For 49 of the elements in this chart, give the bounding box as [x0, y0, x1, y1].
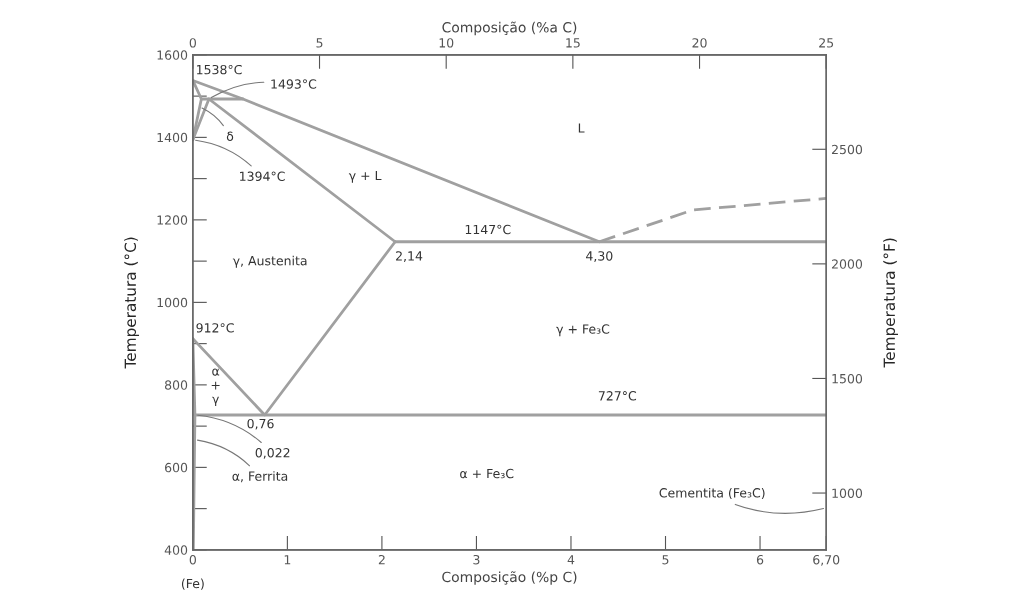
- annotation: α + Fe₃C: [460, 468, 514, 479]
- annotation: 1394°C: [240, 171, 285, 181]
- y-tick-label: 1400: [157, 132, 188, 143]
- x-tick-label: 1: [284, 555, 291, 565]
- annotation: γ, Austenita: [232, 255, 307, 268]
- annotation: 2,14: [396, 251, 423, 262]
- x2-tick-label: 15: [566, 38, 580, 48]
- annotation: 727°C: [598, 391, 637, 401]
- x-tick-label: 6: [756, 554, 764, 565]
- y-tick-label: 400: [164, 545, 188, 555]
- x2-tick-label: 25: [819, 38, 834, 48]
- x-tick-label: 4: [567, 555, 575, 565]
- annotation: α, Ferrita: [232, 471, 288, 483]
- x2-tick-label: 0: [189, 38, 196, 48]
- annotation: 1493°C: [271, 79, 317, 89]
- annotation: γ + Fe₃C: [556, 324, 610, 337]
- y-axis-title: Temperatura (°C): [124, 237, 140, 369]
- y2-tick-label: 1500: [832, 373, 863, 384]
- x2-tick-label: 20: [692, 38, 707, 48]
- x-tick-label: 0: [189, 554, 196, 565]
- y2-tick-label: 2000: [831, 259, 863, 269]
- annotation: γ + L: [348, 170, 382, 183]
- annotation: (Fe): [181, 578, 204, 590]
- annotation: Cementita (Fe₃C): [659, 487, 765, 500]
- x-tick-label: 6,70: [813, 554, 840, 566]
- annotation: 4,30: [586, 251, 613, 262]
- annotation: 1147°C: [465, 224, 511, 235]
- x-tick-label: 3: [473, 554, 480, 565]
- x-tick-label: 5: [662, 555, 669, 565]
- x2-axis-title: Composição (%a C): [442, 21, 577, 36]
- y-tick-label: 1200: [157, 215, 188, 225]
- y-tick-label: 800: [164, 380, 188, 390]
- annotation: 912°C: [196, 323, 234, 333]
- annotation: 1538°C: [197, 64, 242, 75]
- x2-tick-label: 10: [439, 38, 454, 48]
- x-axis-title: Composição (%p C): [442, 571, 577, 585]
- annotation: L: [578, 123, 585, 133]
- y-tick-label: 600: [165, 462, 188, 473]
- y2-tick-label: 2500: [831, 144, 863, 155]
- annotation: 0,022: [255, 448, 290, 459]
- y2-axis-title: Temperatura (°F): [883, 238, 898, 368]
- annotation: 0,76: [247, 418, 274, 430]
- x-tick-label: 2: [378, 554, 385, 565]
- y-tick-label: 1000: [157, 297, 188, 308]
- y2-tick-label: 1000: [832, 488, 863, 498]
- annotation: α + γ: [211, 368, 220, 407]
- y-tick-label: 1600: [157, 50, 188, 60]
- x2-tick-label: 5: [316, 38, 323, 48]
- annotation: δ: [226, 131, 234, 142]
